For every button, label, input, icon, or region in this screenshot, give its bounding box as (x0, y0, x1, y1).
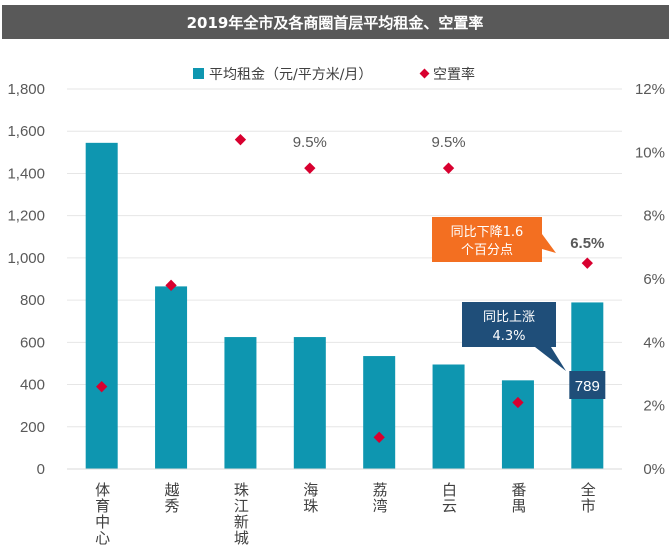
title-bar (2, 5, 669, 39)
rent-change-callout: 同比上涨 4.3% (462, 302, 566, 371)
left-tick-label: 200 (20, 419, 45, 436)
rent-bar (501, 380, 534, 469)
vacancy-change-callout-line1: 同比下降1.6 (451, 225, 524, 240)
rent-bar (224, 337, 257, 469)
rent-bar (432, 364, 465, 469)
data-label-city-vacancy: 6.5% (570, 235, 604, 252)
left-tick-label: 600 (20, 334, 45, 351)
legend-marker-label: 空置率 (433, 66, 475, 83)
rent-bar (155, 286, 188, 469)
left-tick-label: 1,600 (7, 123, 45, 140)
legend-bar-swatch (193, 68, 204, 79)
rent-change-callout-line2: 4.3% (492, 329, 525, 344)
legend-marker-swatch (419, 68, 430, 79)
legend-bar-label: 平均租金（元/平方米/月） (209, 67, 372, 83)
left-axis-ticks: 0 200 400 600 800 1,000 1,200 1,400 1,600 1,800 (7, 81, 45, 478)
left-tick-label: 1,200 (7, 208, 45, 225)
left-tick-label: 400 (20, 377, 45, 394)
right-axis-ticks: 0% 2% 4% 6% 8% 10% 12% (635, 81, 665, 478)
rent-bar (293, 337, 326, 469)
right-tick-label: 10% (635, 144, 665, 161)
category-labels: 体育中心 越秀 珠江新城 海珠 荔湾 白云 番禺 全市 (95, 481, 596, 546)
right-tick-label: 12% (635, 81, 665, 98)
category-label: 海珠 (303, 481, 318, 515)
vacancy-marker (165, 279, 177, 291)
category-label: 越秀 (165, 481, 180, 515)
category-label: 体育中心 (95, 481, 110, 546)
chart-title: 2019年全市及各商圈首层平均租金、空置率 (187, 14, 484, 32)
category-label: 全市 (581, 481, 596, 515)
vacancy-markers (96, 134, 593, 443)
category-label: 白云 (442, 481, 457, 515)
left-tick-label: 0 (37, 461, 45, 478)
vacancy-marker (512, 396, 524, 409)
vacancy-marker (304, 162, 316, 174)
right-tick-label: 6% (643, 271, 665, 288)
city-rent-label: 789 (569, 371, 606, 399)
category-label: 番禺 (511, 481, 526, 515)
vacancy-marker (373, 431, 385, 443)
rent-bars (85, 142, 604, 470)
data-label-haizhu-vacancy: 9.5% (293, 134, 327, 151)
category-label: 珠江新城 (234, 481, 249, 546)
right-tick-label: 4% (643, 334, 665, 351)
vacancy-change-callout: 同比下降1.6 个百分点 (432, 217, 556, 262)
rent-bar (85, 142, 118, 470)
left-tick-label: 1,400 (7, 165, 45, 182)
left-tick-label: 1,800 (7, 81, 45, 98)
vacancy-marker (442, 162, 455, 174)
right-tick-label: 8% (643, 208, 665, 225)
vacancy-marker (234, 134, 247, 146)
city-rent-label-box (569, 371, 606, 399)
left-tick-label: 800 (20, 292, 45, 309)
rent-bar (363, 356, 396, 469)
right-tick-label: 2% (643, 398, 665, 415)
city-rent-label-text: 789 (575, 378, 600, 395)
vacancy-change-callout-line2: 个百分点 (461, 243, 513, 258)
vacancy-marker (581, 257, 593, 269)
category-label: 荔湾 (373, 481, 388, 515)
rent-change-callout-line1: 同比上涨 (483, 310, 535, 325)
data-label-baiyun-vacancy: 9.5% (431, 134, 465, 151)
legend: 平均租金（元/平方米/月） 空置率 (193, 66, 475, 83)
left-tick-label: 1,000 (7, 250, 45, 267)
right-tick-label: 0% (643, 461, 665, 478)
